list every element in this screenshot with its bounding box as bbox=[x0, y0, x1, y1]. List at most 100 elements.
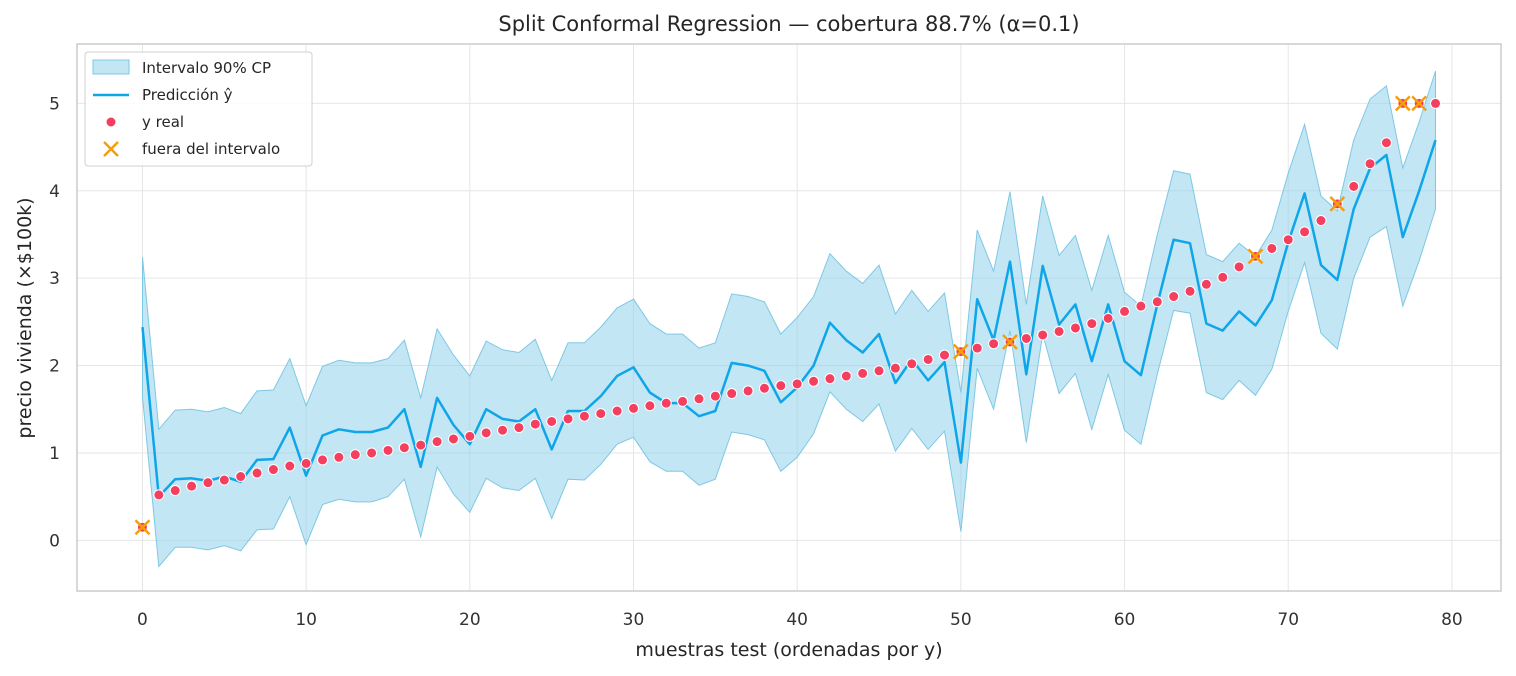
y-real-point bbox=[775, 380, 787, 392]
x-tick-label: 50 bbox=[950, 610, 972, 630]
x-axis: 0 10 20 30 40 50 60 70 80 bbox=[137, 610, 1463, 630]
y-real-point bbox=[938, 349, 950, 361]
y-real-point bbox=[1315, 215, 1327, 227]
y-real-point bbox=[758, 382, 770, 394]
y-real-point bbox=[709, 390, 721, 402]
x-tick-label: 30 bbox=[623, 610, 645, 630]
y-real-point bbox=[300, 457, 312, 469]
y-real-point bbox=[1217, 271, 1229, 283]
y-real-point bbox=[922, 353, 934, 365]
y-real-point bbox=[906, 358, 918, 370]
y-real-point bbox=[873, 365, 885, 377]
y-tick-label: 0 bbox=[49, 531, 60, 551]
y-real-point bbox=[431, 436, 443, 448]
y-real-point bbox=[218, 474, 230, 486]
y-real-point bbox=[267, 464, 279, 476]
y-real-point bbox=[791, 378, 803, 390]
outside-marker-stroke bbox=[952, 343, 969, 360]
y-real-point bbox=[382, 444, 394, 456]
y-real-point bbox=[1168, 291, 1180, 303]
y-real-point bbox=[284, 460, 296, 472]
y-real-point bbox=[988, 338, 1000, 350]
outside-marker-stroke bbox=[1002, 334, 1018, 350]
chart-title: Split Conformal Regression — cobertura 8… bbox=[498, 12, 1079, 36]
legend-frame bbox=[84, 51, 313, 167]
x-tick-label: 0 bbox=[137, 610, 148, 630]
y-real-point bbox=[349, 449, 361, 461]
outside-marker-stroke bbox=[1247, 248, 1264, 265]
x-tick-label: 80 bbox=[1441, 610, 1463, 630]
y-real-point bbox=[415, 439, 427, 451]
y-real-point bbox=[1020, 332, 1032, 344]
y-real-point bbox=[889, 362, 901, 374]
legend: Intervalo 90% CP Predicción ŷ y real fue… bbox=[84, 51, 313, 167]
y-real-point bbox=[595, 408, 607, 420]
legend-dot-swatch bbox=[105, 116, 117, 128]
y-real-point bbox=[693, 393, 705, 405]
x-tick-label: 60 bbox=[1114, 610, 1136, 630]
y-real-point bbox=[153, 489, 165, 501]
y-real-point bbox=[1380, 137, 1392, 149]
x-axis-label: muestras test (ordenadas por y) bbox=[635, 639, 942, 661]
outside-interval-marker bbox=[952, 343, 969, 360]
y-real-point bbox=[1200, 278, 1212, 290]
y-real-point bbox=[235, 471, 247, 483]
y-real-point bbox=[186, 480, 198, 492]
y-real-point bbox=[562, 413, 574, 425]
x-tick-label: 40 bbox=[786, 610, 808, 630]
series-interval-band bbox=[142, 70, 1436, 568]
y-real-point bbox=[1119, 305, 1131, 317]
y-real-point bbox=[1053, 325, 1065, 337]
y-tick-label: 5 bbox=[49, 94, 60, 114]
y-real-point bbox=[497, 424, 509, 436]
y-real-point bbox=[464, 430, 476, 442]
x-tick-label: 10 bbox=[295, 610, 317, 630]
y-real-point bbox=[480, 427, 492, 439]
outside-marker-stroke bbox=[1411, 95, 1428, 112]
x-tick-label: 20 bbox=[459, 610, 481, 630]
y-real-point bbox=[1233, 261, 1245, 273]
plot-frame bbox=[76, 43, 1502, 592]
legend-label-yreal: y real bbox=[142, 113, 184, 131]
y-real-point bbox=[808, 375, 820, 387]
plot-area bbox=[134, 70, 1442, 568]
legend-cross-swatch bbox=[103, 141, 119, 157]
y-real-point bbox=[1135, 300, 1147, 312]
y-real-point bbox=[824, 373, 836, 385]
y-axis-label: precio vivienda (×$100k) bbox=[14, 197, 36, 438]
outside-marker-stroke bbox=[134, 519, 151, 536]
y-real-point bbox=[1184, 285, 1196, 297]
y-real-point bbox=[169, 485, 181, 497]
legend-label-interval: Intervalo 90% CP bbox=[142, 59, 271, 77]
y-real-point bbox=[251, 467, 263, 479]
y-real-point bbox=[1037, 329, 1049, 341]
outside-interval-marker bbox=[1247, 248, 1264, 265]
y-real-point bbox=[317, 454, 329, 466]
y-real-point bbox=[1069, 322, 1081, 334]
y-real-point bbox=[202, 477, 214, 489]
outside-marker-stroke bbox=[1394, 95, 1411, 112]
outside-marker-stroke bbox=[1329, 196, 1346, 212]
y-real-point bbox=[513, 422, 525, 434]
y-real-point bbox=[546, 415, 558, 427]
outside-interval-marker bbox=[1411, 95, 1428, 112]
y-real-point bbox=[529, 418, 541, 430]
y-real-point bbox=[742, 385, 754, 397]
y-real-point bbox=[1266, 242, 1278, 254]
y-real-point bbox=[677, 395, 689, 407]
y-real-point bbox=[1151, 296, 1163, 308]
y-real-point bbox=[840, 370, 852, 382]
y-real-point bbox=[578, 410, 590, 422]
outside-interval-marker bbox=[1329, 196, 1346, 212]
y-real-point bbox=[660, 397, 672, 409]
y-axis: 0 1 2 3 4 5 bbox=[49, 94, 60, 551]
outside-interval-marker bbox=[134, 519, 151, 536]
y-real-point bbox=[366, 447, 378, 459]
legend-label-prediction: Predicción ŷ bbox=[142, 86, 233, 104]
outside-interval-marker bbox=[1394, 95, 1411, 112]
legend-label-outside: fuera del intervalo bbox=[142, 140, 280, 158]
outside-interval-marker bbox=[1002, 334, 1018, 350]
y-real-point bbox=[726, 388, 738, 400]
y-real-point bbox=[1102, 312, 1114, 324]
